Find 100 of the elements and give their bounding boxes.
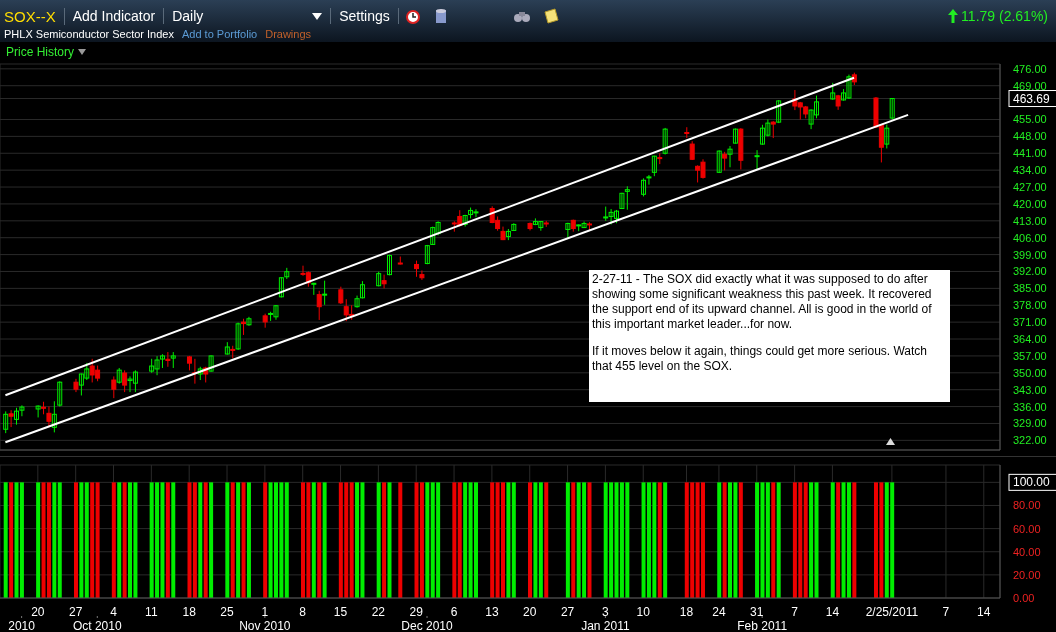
x2-tick-label: Oct 2010 — [72, 619, 122, 632]
y-tick-label: 350.00 — [1013, 366, 1047, 379]
y-tick-label: 399.00 — [1013, 248, 1047, 261]
y-tick-label: 0.00 — [1013, 592, 1035, 604]
candlestick — [246, 316, 252, 327]
y-tick-label: 364.00 — [1013, 333, 1047, 346]
x2-tick-label: Dec 2010 — [401, 619, 454, 632]
candlestick — [624, 185, 630, 211]
x-tick-label: 27 — [69, 605, 83, 619]
x-tick-label: 8 — [299, 605, 307, 619]
x-tick-label: 10 — [636, 605, 651, 619]
x-tick-label: 18 — [182, 605, 197, 619]
x-tick-label: 7 — [942, 605, 950, 619]
y-tick-label: 20.00 — [1013, 568, 1041, 581]
y-tick-label: 40.00 — [1013, 545, 1041, 558]
y-tick-label: 434.00 — [1013, 164, 1047, 177]
x-tick-label: 15 — [333, 605, 348, 619]
y-tick-label: 392.00 — [1013, 265, 1047, 278]
candlestick — [35, 404, 41, 418]
candlestick — [51, 400, 57, 433]
candlestick — [646, 174, 652, 186]
y-tick-label: 469.00 — [1013, 79, 1047, 92]
x-tick-label: 20 — [31, 605, 45, 619]
candlestick — [884, 124, 890, 149]
text: Daily — [164, 8, 332, 24]
x-tick-label: 13 — [485, 605, 499, 619]
y-tick-label: 385.00 — [1013, 282, 1047, 295]
y-tick-label: 455.00 — [1013, 113, 1047, 126]
chart-subtitle: PHLX Semiconductor Sector Index — [4, 28, 174, 40]
text: Drawings — [265, 28, 312, 40]
candlestick — [46, 406, 52, 428]
y-tick-label: 413.00 — [1013, 214, 1047, 227]
candlestick — [641, 177, 647, 197]
candlestick — [662, 127, 668, 155]
candlestick — [619, 192, 625, 210]
text-box: 2-27-11 - The SOX did exactly what it was supposed to do after showing some significant weakness this past week. It recovered the support end of its upward channel. All is good in the world of this important market leader...for now. If it moves below it again, things could get more serious. Watch that 455 level on the SOX. — [589, 270, 950, 402]
candlestick — [57, 380, 63, 408]
x-tick-label: 11 — [145, 605, 158, 619]
x-tick-label: 22 — [371, 605, 386, 619]
candlestick — [3, 410, 9, 434]
candlestick — [122, 369, 128, 393]
text: Settings — [331, 8, 399, 24]
y-tick-label: 100.00 — [1013, 475, 1051, 490]
y-tick-label: 476.00 — [1013, 62, 1047, 75]
x2-tick-label: 2010 — [8, 619, 36, 632]
x-tick-label: 24 — [712, 605, 726, 619]
candlestick — [776, 99, 782, 124]
candlestick — [419, 270, 425, 281]
y-tick-label: 80.00 — [1013, 499, 1041, 512]
candlestick — [727, 145, 733, 168]
annotation: 2-27-11 - The SOX did exactly what it was supposed to do after showing some significant weakness this past week. It recovered the support end of its upward channel. All is good in the world of this important market leader...for now. — [592, 272, 933, 332]
x-tick-label: 2/25/2011 — [865, 605, 919, 619]
candlestick — [651, 155, 657, 177]
candlestick — [565, 222, 571, 240]
x-tick-label: 25 — [220, 605, 235, 619]
y-tick-label: 329.00 — [1013, 417, 1047, 430]
candlestick — [235, 322, 241, 351]
annotation: If it moves below it again, things could get more serious. Watch that 455 level on the SOX. — [592, 344, 929, 374]
text: 11.79 (2.61%) — [961, 8, 1048, 24]
candlestick — [322, 280, 328, 306]
x2-tick-label: Nov 2010 — [239, 619, 291, 632]
text: Add Indicator — [64, 8, 165, 24]
x-tick-label: 27 — [560, 605, 575, 619]
x-tick-label: 3 — [602, 605, 610, 619]
y-tick-label: 441.00 — [1013, 147, 1047, 160]
x-tick-label: 31 — [750, 605, 764, 619]
candlestick — [354, 295, 360, 309]
x-tick-label: 20 — [523, 605, 537, 619]
y-tick-label: 357.00 — [1013, 349, 1047, 362]
candlestick — [754, 149, 760, 170]
candlestick — [8, 409, 14, 428]
y-tick-label: 448.00 — [1013, 130, 1047, 143]
y-tick-label: 406.00 — [1013, 231, 1047, 244]
text: Price History — [6, 45, 75, 59]
candlestick — [722, 151, 728, 171]
candlestick — [278, 276, 284, 299]
x-tick-label: 7 — [791, 605, 799, 619]
x-tick-label: 14 — [977, 605, 991, 619]
y-tick-label: 60.00 — [1013, 522, 1041, 535]
y-tick-label: 378.00 — [1013, 299, 1047, 312]
x2-tick-label: Feb 2011 — [737, 619, 788, 632]
x-tick-label: 14 — [825, 605, 840, 619]
candlestick — [316, 290, 322, 321]
candlestick — [716, 149, 722, 174]
y-tick-label: 322.00 — [1013, 434, 1047, 447]
candlestick — [111, 375, 117, 399]
y-tick-label: 336.00 — [1013, 400, 1047, 413]
text: Add to Portfolio — [181, 28, 258, 40]
y-tick-label: 343.00 — [1013, 383, 1047, 396]
y-tick-label: 420.00 — [1013, 197, 1047, 210]
y-tick-label: 371.00 — [1013, 316, 1047, 329]
candlestick — [424, 244, 430, 265]
candlestick — [208, 354, 214, 373]
x-tick-label: 18 — [679, 605, 694, 619]
candlestick — [165, 351, 171, 368]
x-tick-label: 1 — [261, 605, 269, 619]
y-tick-label: 427.00 — [1013, 181, 1047, 194]
x-tick-label: 29 — [409, 605, 424, 619]
x2-tick-label: Jan 2011 — [581, 619, 630, 632]
candlestick — [19, 404, 25, 417]
